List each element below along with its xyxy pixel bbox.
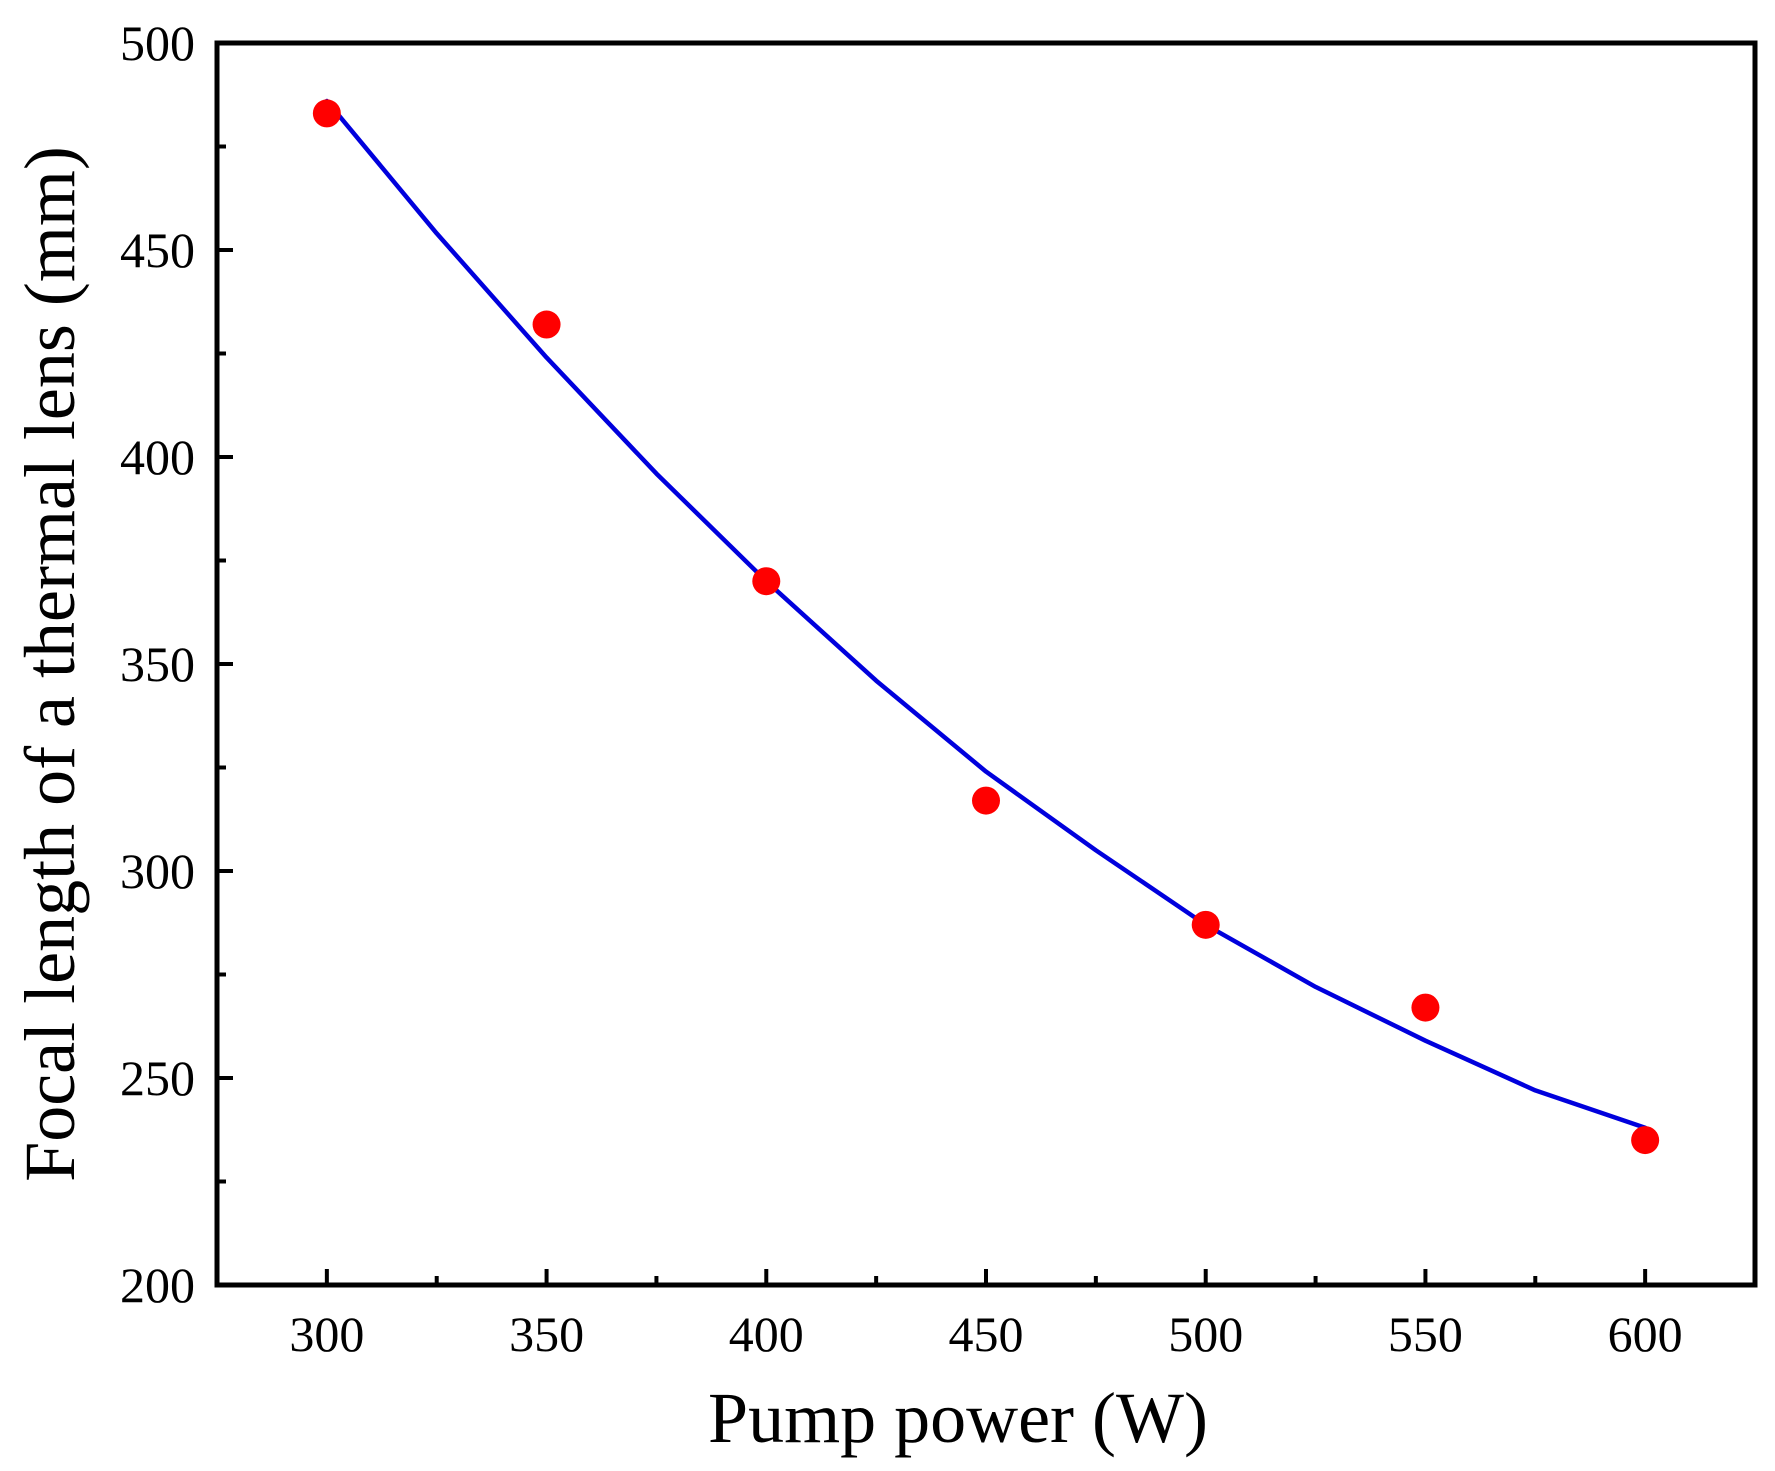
y-tick-label: 200 [120, 1257, 195, 1313]
data-point [312, 99, 341, 128]
data-point [532, 310, 561, 339]
y-tick-label: 350 [120, 636, 195, 692]
plot-frame [214, 40, 1758, 1288]
x-tick-label: 300 [289, 1306, 364, 1362]
data-point [1411, 993, 1440, 1022]
y-tick-label: 400 [120, 429, 195, 485]
x-tick-label: 350 [509, 1306, 584, 1362]
x-tick-label: 400 [729, 1306, 804, 1362]
y-tick-label: 450 [120, 222, 195, 278]
x-tick-label: 600 [1608, 1306, 1683, 1362]
y-tick-label: 250 [120, 1050, 195, 1106]
y-axis-title: Focal length of a thermal lens (mm) [10, 146, 90, 1182]
x-axis-ticks: 300 350 400 450 500 550 600 [289, 1269, 1683, 1362]
data-point [1631, 1126, 1660, 1155]
data-point [1191, 910, 1220, 939]
y-axis-ticks: 200 250 300 350 400 450 500 [120, 15, 233, 1313]
x-tick-label: 500 [1168, 1306, 1243, 1362]
y-tick-label: 300 [120, 843, 195, 899]
x-tick-label: 450 [949, 1306, 1024, 1362]
x-axis-title: Pump power (W) [708, 1378, 1208, 1458]
data-point [752, 567, 781, 596]
x-tick-label: 550 [1388, 1306, 1463, 1362]
y-tick-label: 500 [120, 15, 195, 71]
series-layer [312, 98, 1660, 1155]
fit-curve [324, 98, 1648, 1130]
data-point [972, 786, 1000, 815]
